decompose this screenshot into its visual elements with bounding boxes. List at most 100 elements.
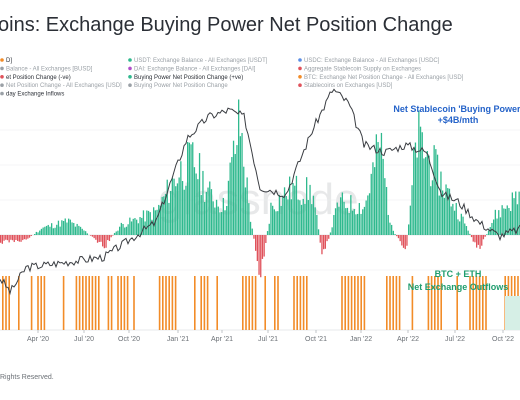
- bar-negative: [105, 235, 107, 248]
- bar-positive: [142, 210, 145, 235]
- bar-positive: [204, 201, 206, 235]
- annotation-stablecoin-value: +$4B/mth: [438, 115, 479, 125]
- bar-positive: [232, 140, 235, 235]
- buying-power-bars: [0, 99, 520, 278]
- bar-positive: [287, 199, 289, 235]
- bar-negative: [90, 235, 92, 236]
- bar-positive: [450, 206, 452, 235]
- bar-positive: [73, 222, 75, 235]
- inflow-bar: [357, 276, 359, 330]
- inflow-bar: [456, 276, 458, 330]
- bar-positive: [423, 158, 425, 235]
- bar-positive: [375, 134, 377, 235]
- inflow-bar: [78, 276, 81, 330]
- bar-positive: [391, 224, 393, 235]
- bar-positive: [51, 223, 53, 235]
- bar-positive: [193, 167, 196, 235]
- x-tick-label: Oct '20: [118, 336, 140, 343]
- bar-positive: [411, 185, 413, 235]
- bar-positive: [173, 178, 175, 235]
- inflow-bar: [344, 276, 346, 330]
- bar-positive: [329, 232, 332, 235]
- bar-positive: [496, 218, 498, 235]
- bar-positive: [518, 191, 520, 235]
- bar-positive: [486, 234, 488, 235]
- inflow-bar: [427, 276, 430, 330]
- bar-positive: [210, 189, 213, 235]
- bar-negative: [10, 235, 12, 240]
- bar-negative: [25, 235, 27, 240]
- bar-positive: [314, 207, 316, 235]
- inflow-bar: [158, 276, 161, 330]
- x-tick-label: Oct '22: [492, 336, 514, 343]
- bar-positive: [460, 213, 462, 235]
- bar-positive: [394, 234, 396, 235]
- inflow-bar: [37, 276, 39, 330]
- bar-positive: [455, 202, 457, 235]
- inflow-bar: [350, 276, 353, 330]
- bar-negative: [110, 235, 112, 238]
- bar-negative: [263, 235, 265, 257]
- legend-swatch: [0, 66, 4, 71]
- bar-positive: [56, 224, 58, 235]
- legend-swatch: [0, 83, 4, 87]
- inflow-bar: [440, 276, 442, 330]
- bar-positive: [353, 208, 355, 235]
- legend-swatch: [298, 75, 302, 79]
- bar-positive: [217, 206, 219, 235]
- bar-positive: [355, 214, 357, 235]
- inflow-bar: [341, 276, 343, 330]
- bar-positive: [299, 200, 301, 235]
- bar-positive: [282, 195, 284, 235]
- inflow-bar: [398, 276, 401, 330]
- bar-positive: [487, 230, 490, 235]
- bar-positive: [266, 231, 269, 235]
- inflow-bar: [254, 276, 257, 330]
- inflow-bar: [363, 276, 366, 330]
- bar-negative: [258, 235, 260, 275]
- bar-positive: [272, 205, 274, 235]
- legend-label: Buying Power Net Position Change (+ve): [134, 75, 243, 81]
- bar-negative: [103, 235, 105, 249]
- bar-negative: [93, 235, 95, 239]
- bar-positive: [273, 209, 275, 235]
- legend-label: USDC: Exchange Balance - All Exchanges […: [304, 58, 440, 64]
- bar-positive: [309, 184, 311, 235]
- legend-label: D]: [6, 58, 12, 64]
- bar-negative: [15, 235, 17, 240]
- bar-positive: [195, 173, 197, 235]
- bar-positive: [384, 178, 386, 235]
- bar-positive: [244, 187, 247, 235]
- inflow-bar: [171, 276, 174, 330]
- bar-positive: [409, 205, 411, 235]
- bar-positive: [57, 220, 60, 235]
- bar-positive: [428, 155, 430, 235]
- bar-positive: [370, 173, 372, 235]
- legend-swatch: [128, 75, 132, 79]
- bar-positive: [278, 194, 281, 235]
- bar-positive: [120, 222, 122, 235]
- footer-rights: Rights Reserved.: [0, 374, 54, 381]
- bar-positive: [35, 231, 37, 235]
- bar-positive: [176, 183, 179, 235]
- bar-positive: [374, 167, 376, 235]
- bar-negative: [18, 235, 20, 242]
- bar-positive: [153, 207, 155, 235]
- bar-positive: [348, 213, 350, 235]
- bar-positive: [414, 142, 417, 235]
- bar-positive: [214, 207, 216, 235]
- legend-swatch: [128, 58, 132, 62]
- bar-positive: [392, 230, 394, 235]
- bar-positive: [47, 224, 49, 235]
- legend-label: et Position Change (-ve): [6, 75, 71, 81]
- bar-positive: [338, 206, 340, 235]
- bar-positive: [248, 203, 250, 235]
- bar-negative: [91, 235, 94, 237]
- bar-positive: [171, 177, 173, 235]
- bar-positive: [164, 193, 167, 235]
- bar-positive: [377, 142, 379, 235]
- bar-positive: [459, 221, 461, 235]
- bar-positive: [215, 199, 218, 235]
- bar-positive: [436, 154, 439, 235]
- bar-positive: [85, 231, 87, 235]
